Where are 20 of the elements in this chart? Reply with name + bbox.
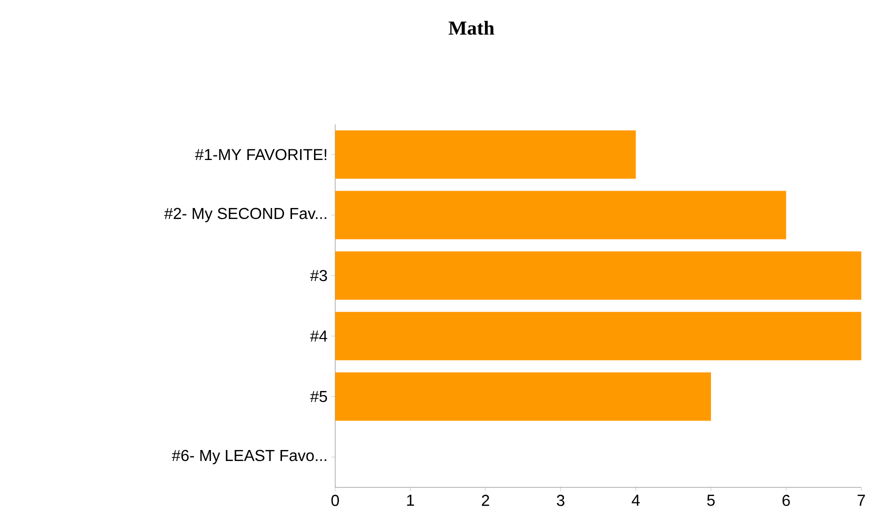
y-tick-label: #2- My SECOND Fav...: [164, 208, 326, 222]
x-tick-label: 4: [632, 494, 640, 506]
x-tick-label: 6: [782, 494, 790, 506]
x-tick-label: 7: [858, 494, 865, 506]
x-tick-label: 3: [556, 494, 564, 506]
bar: [335, 372, 711, 421]
bar: [335, 130, 636, 179]
x-tick-label: 5: [707, 494, 715, 506]
y-tick-label: #6- My LEAST Favo...: [172, 450, 326, 464]
x-tick-label: 0: [331, 494, 339, 506]
y-tick-label: #1-MY FAVORITE!: [195, 148, 326, 160]
bar: [335, 312, 862, 360]
bar: [335, 190, 786, 240]
chart-title: Math: [448, 20, 494, 35]
x-tick-label: 1: [407, 494, 414, 506]
x-tick-label: 2: [482, 494, 490, 506]
y-tick-label: #4: [310, 330, 328, 342]
y-tick-label: #5: [310, 390, 328, 402]
bar: [335, 251, 862, 300]
y-tick-label: #3: [310, 270, 327, 282]
